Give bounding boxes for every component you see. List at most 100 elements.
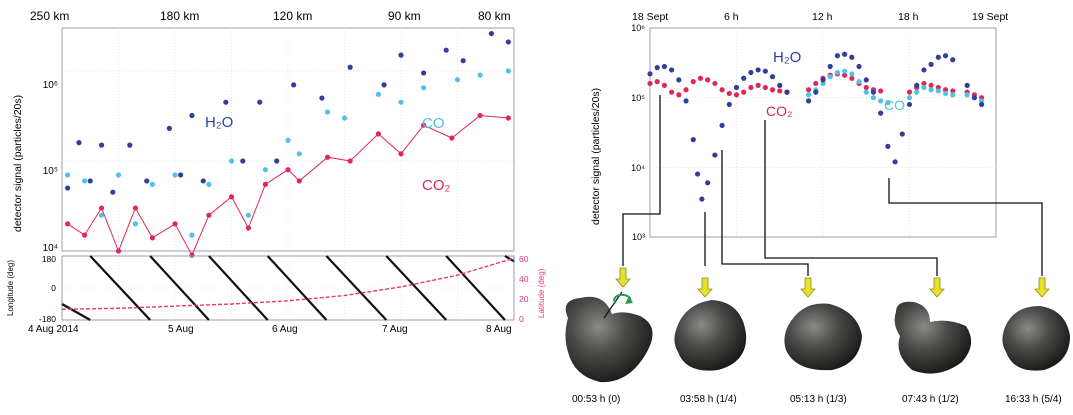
nucleus-views: 00:53 h (0) 03:58 h (1/4) 05:13 h (1/3) … xyxy=(565,291,1070,405)
nucleus-shape-3 xyxy=(784,303,862,371)
left-co2-point-7 xyxy=(189,252,195,258)
left-co2-point-13 xyxy=(296,178,302,184)
sub-xtick-4: 7 Aug xyxy=(382,324,408,335)
right-co2-point-9 xyxy=(712,80,718,87)
right-co-point-11 xyxy=(885,99,891,106)
left-h2o-point-24 xyxy=(505,39,511,45)
sub-left-tick-0: 0 xyxy=(51,283,56,293)
right-co-point-8 xyxy=(863,89,869,95)
left-ytick-1e6: 10⁶ xyxy=(43,80,58,91)
right-h2o-point-20 xyxy=(784,89,790,95)
right-co-point-7 xyxy=(856,79,862,85)
nucleus-shape-5 xyxy=(1002,306,1070,371)
right-h2o-point-17 xyxy=(762,68,768,74)
right-co2-point-37 xyxy=(950,88,956,94)
right-h2o-point-2 xyxy=(661,63,668,70)
left-h2o-point-5 xyxy=(127,142,133,148)
right-label-h2o: H₂O xyxy=(773,49,801,66)
right-co-point-16 xyxy=(935,88,941,94)
right-h2o-point-4 xyxy=(676,77,682,83)
left-h2o-point-13 xyxy=(257,99,263,105)
right-h2o-point-30 xyxy=(870,89,877,95)
left-h2o-point-10 xyxy=(200,178,206,184)
left-co2-point-6 xyxy=(172,221,178,227)
nucleus-time-1: 00:53 h (0) xyxy=(572,394,620,405)
right-co-point-15 xyxy=(928,87,934,93)
sub-xtick-5: 8 Aug xyxy=(486,324,512,335)
right-h2o-point-38 xyxy=(928,61,934,68)
left-co2-point-0 xyxy=(65,221,71,227)
left-h2o-point-4 xyxy=(110,189,116,195)
right-co2-point-2 xyxy=(661,82,668,88)
right-top-tick-5: 19 Sept xyxy=(972,11,1008,23)
down-arrow-icon-2 xyxy=(697,277,713,298)
left-label-h2o: H₂O xyxy=(205,114,233,131)
left-h2o-point-21 xyxy=(443,47,449,53)
right-co2-point-4 xyxy=(676,92,682,98)
left-co2-point-14 xyxy=(324,154,331,160)
left-co-point-10 xyxy=(245,212,252,218)
right-co2-point-21 xyxy=(813,80,819,87)
nucleus-shape-2 xyxy=(674,300,747,371)
left-co2-point-1 xyxy=(82,232,88,238)
longitude-segment-0 xyxy=(61,303,91,321)
left-co-point-5 xyxy=(149,181,155,187)
left-ytick-1e4: 10⁴ xyxy=(43,243,58,254)
right-co2-point-8 xyxy=(705,77,711,83)
right-co2-point-14 xyxy=(748,84,754,91)
left-h2o-point-3 xyxy=(98,142,105,148)
sub-xtick-1: 4 Aug 2014 xyxy=(28,324,79,335)
left-co2-point-10 xyxy=(245,225,252,231)
nucleus-time-4: 07:43 h (1/2) xyxy=(902,394,959,405)
right-co2-point-11 xyxy=(726,90,732,97)
right-h2o-point-43 xyxy=(971,95,977,101)
left-h2o-point-1 xyxy=(76,140,82,146)
sub-left-tick-180: 180 xyxy=(42,254,56,264)
right-h2o-point-16 xyxy=(755,67,761,73)
right-co2-point-3 xyxy=(669,89,675,95)
left-co-point-17 xyxy=(398,99,404,105)
right-h2o-point-31 xyxy=(878,110,884,116)
right-top-tick-4: 18 h xyxy=(898,11,919,23)
left-h2o-point-8 xyxy=(178,172,184,178)
left-co2-point-21 xyxy=(505,115,511,121)
rotation-arrowhead-icon xyxy=(625,296,633,304)
left-h2o-point-14 xyxy=(274,158,280,164)
sub-right-tick-0: 0 xyxy=(519,314,524,324)
right-h2o-point-40 xyxy=(942,53,949,59)
left-co2-point-3 xyxy=(115,248,122,254)
left-sub-grid xyxy=(62,256,514,320)
left-co-point-13 xyxy=(296,151,302,157)
right-h2o-point-12 xyxy=(726,101,732,108)
right-h2o-point-6 xyxy=(690,137,696,143)
left-co-point-2 xyxy=(98,212,105,218)
right-h2o-point-13 xyxy=(733,84,740,91)
right-h2o-point-15 xyxy=(748,69,754,76)
left-h2o-point-19 xyxy=(398,52,404,58)
longitude-segment-7 xyxy=(445,255,506,321)
left-top-tick-1: 250 km xyxy=(30,9,69,23)
right-co2-point-16 xyxy=(762,84,768,91)
sub-left-tick-neg180: -180 xyxy=(39,314,56,324)
right-h2o-point-11 xyxy=(719,122,725,128)
left-h2o-point-6 xyxy=(144,178,150,184)
left-main-panel: 250 km 180 km 120 km 90 km 80 km detecto… xyxy=(12,9,515,258)
right-main-panel: 18 Sept 6 h 12 h 18 h 19 Sept detector s… xyxy=(590,11,1008,242)
sub-right-tick-40: 40 xyxy=(519,274,529,284)
connectors xyxy=(622,95,1043,276)
right-ytick-1e3: 10³ xyxy=(632,232,645,242)
left-label-co: CO xyxy=(422,115,445,132)
left-co-point-11 xyxy=(262,167,268,173)
right-h2o-point-29 xyxy=(863,77,869,83)
right-h2o-point-8 xyxy=(699,196,705,202)
right-co2-point-13 xyxy=(741,89,747,95)
right-h2o-point-42 xyxy=(964,82,970,88)
right-h2o-point-9 xyxy=(705,180,711,186)
left-co-point-8 xyxy=(206,181,212,187)
left-co-point-0 xyxy=(65,172,71,178)
right-top-tick-2: 6 h xyxy=(724,11,739,23)
right-co2-point-25 xyxy=(842,72,848,78)
left-ylabel: detector signal (particles/20s) xyxy=(12,95,24,232)
left-co2-point-9 xyxy=(228,194,235,200)
